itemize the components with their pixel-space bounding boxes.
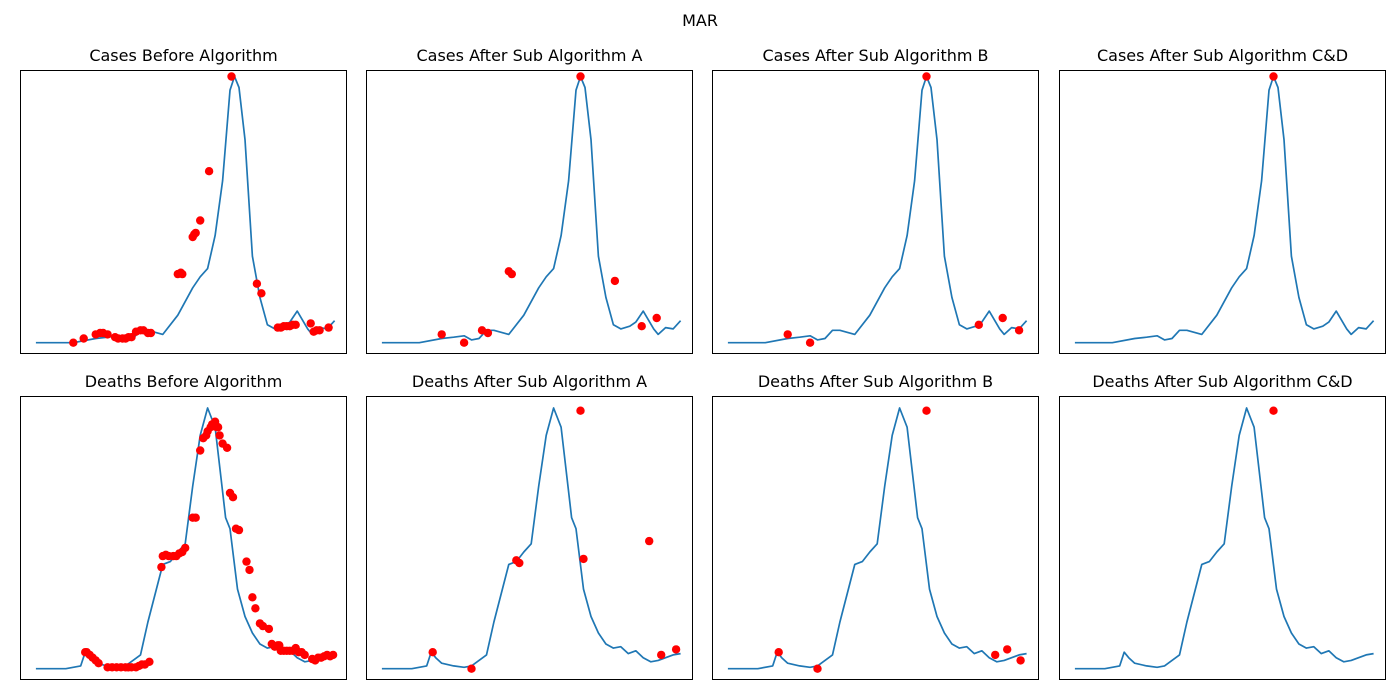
series-line: [1074, 75, 1375, 344]
peak-marker: [264, 624, 274, 634]
series-line: [35, 75, 336, 344]
peak-marker: [306, 319, 315, 328]
peak-marker: [204, 167, 214, 176]
peak-marker: [196, 446, 205, 455]
series-line: [727, 407, 1027, 670]
subplot-axes: [712, 70, 1039, 354]
peak-marker: [145, 657, 154, 666]
subplot-axes: [20, 396, 347, 680]
peak-marker: [998, 313, 1007, 323]
subplot-plot: [727, 406, 1027, 673]
subplot-plot: [1074, 72, 1375, 344]
peak-marker: [257, 289, 266, 298]
subplot-axes: [712, 396, 1039, 680]
peak-marker: [103, 330, 112, 339]
peak-marker: [1003, 645, 1012, 654]
peak-marker: [228, 493, 238, 502]
peak-marker: [300, 650, 309, 660]
peak-marker: [315, 326, 324, 335]
subplot-title: Deaths Before Algorithm: [84, 372, 283, 391]
peak-marker: [657, 650, 666, 660]
subplot-plot: [381, 406, 681, 673]
subplot-axes: [366, 396, 693, 680]
peak-marker: [459, 338, 469, 347]
peak-marker: [483, 328, 493, 338]
peak-marker: [328, 650, 338, 660]
figure-title: MAR: [682, 11, 718, 30]
series-line: [35, 407, 335, 670]
subplot-title: Deaths After Sub Algorithm C&D: [1092, 372, 1353, 391]
peak-marker: [69, 338, 78, 347]
subplot-title: Cases Before Algorithm: [89, 46, 278, 65]
peak-marker: [234, 525, 244, 535]
peak-marker: [637, 322, 646, 331]
peak-marker: [467, 664, 476, 673]
subplot-plot: [727, 72, 1028, 347]
subplot-title: Cases After Sub Algorithm B: [762, 46, 989, 65]
peak-marker: [576, 406, 585, 415]
peak-marker: [437, 330, 446, 339]
subplot-title: Deaths After Sub Algorithm B: [757, 372, 994, 391]
peak-marker: [324, 323, 333, 332]
peak-marker: [291, 320, 300, 329]
peak-marker: [783, 330, 792, 339]
subplot-plot: [1074, 406, 1374, 670]
peak-marker: [213, 423, 223, 432]
peak-marker: [576, 72, 585, 81]
series-line: [381, 75, 682, 344]
peak-marker: [181, 543, 190, 553]
peak-marker: [1014, 326, 1024, 335]
peak-marker: [805, 338, 815, 347]
peak-marker: [79, 334, 88, 343]
peak-marker: [146, 328, 156, 338]
peak-marker: [191, 228, 200, 238]
subplot-plot: [35, 407, 338, 672]
peak-marker: [178, 269, 187, 279]
peak-marker: [227, 72, 236, 81]
peak-marker: [428, 648, 437, 657]
peak-marker: [652, 313, 661, 323]
peak-marker: [248, 593, 257, 602]
peak-marker: [974, 320, 983, 329]
peak-marker: [157, 562, 166, 572]
peak-marker: [222, 443, 232, 452]
subplot-title: Cases After Sub Algorithm C&D: [1096, 46, 1349, 65]
series-line: [381, 407, 681, 670]
peak-marker: [991, 650, 1000, 660]
peak-marker: [922, 406, 931, 415]
peak-marker: [579, 554, 588, 564]
subplot-axes: [1059, 396, 1386, 680]
peak-marker: [245, 565, 254, 575]
series-line: [1074, 407, 1374, 670]
subplot-axes: [1059, 70, 1386, 354]
series-line: [727, 75, 1028, 344]
peak-marker: [251, 604, 260, 613]
subplot-axes: [20, 70, 347, 354]
peak-marker: [242, 557, 251, 566]
peak-marker: [1269, 72, 1278, 81]
peak-marker: [610, 276, 620, 286]
peak-marker: [645, 536, 654, 546]
peak-marker: [515, 558, 524, 568]
subplot-plot: [35, 72, 336, 347]
subplot-axes: [366, 70, 693, 354]
peak-marker: [671, 645, 681, 654]
peak-marker: [196, 216, 205, 225]
subplot-title: Deaths After Sub Algorithm A: [411, 372, 648, 391]
peak-marker: [215, 431, 224, 440]
peak-marker: [1269, 406, 1278, 415]
subplot-plot: [381, 72, 682, 347]
peak-marker: [922, 72, 931, 81]
peak-marker: [774, 648, 783, 657]
peak-marker: [252, 279, 262, 288]
peak-marker: [191, 513, 200, 522]
peak-marker: [94, 659, 103, 668]
peak-marker: [1016, 656, 1025, 665]
peak-marker: [813, 664, 822, 673]
peak-marker: [507, 269, 516, 279]
subplot-title: Cases After Sub Algorithm A: [416, 46, 643, 65]
